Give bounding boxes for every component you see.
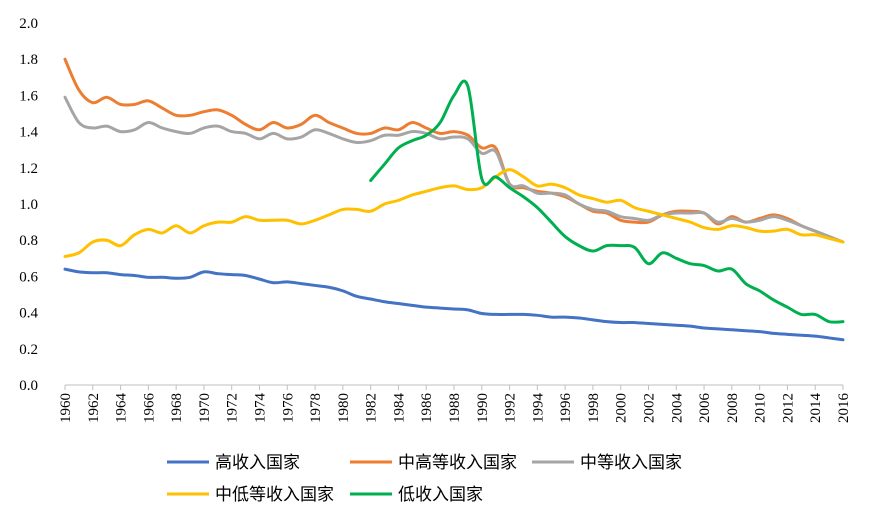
y-tick-label: 0.4 bbox=[19, 306, 38, 322]
y-tick-label: 1.8 bbox=[19, 52, 38, 68]
axes: 0.0 0.2 0.4 0.6 0.8 1.0 1.2 1.4 1.6 1.8 2.0 1960 196… bbox=[19, 16, 852, 423]
x-tick-label: 1986 bbox=[419, 393, 435, 424]
x-tick-label: 2004 bbox=[669, 393, 685, 424]
x-tick-label: 1964 bbox=[114, 393, 130, 424]
legend-label: 中低等收入国家 bbox=[215, 485, 334, 505]
x-tick-label: 2012 bbox=[780, 393, 796, 423]
x-tick-label: 2008 bbox=[725, 393, 741, 423]
x-tick-label: 1984 bbox=[391, 393, 407, 424]
series-line-3 bbox=[63, 168, 845, 258]
y-tick-label: 1.4 bbox=[19, 125, 38, 141]
series-line-2 bbox=[63, 95, 845, 244]
x-tick-label: 1988 bbox=[447, 393, 463, 423]
y-tick-label: 1.6 bbox=[19, 88, 38, 104]
x-tick-label: 2014 bbox=[808, 393, 824, 424]
x-tick-label: 1990 bbox=[475, 393, 491, 423]
x-tick-label: 1994 bbox=[530, 393, 546, 424]
x-tick-label: 2016 bbox=[836, 393, 852, 424]
x-tick-label: 2006 bbox=[697, 393, 713, 424]
x-tick-label: 1998 bbox=[586, 393, 602, 423]
x-tick-label: 2000 bbox=[614, 393, 630, 423]
legend-label: 低收入国家 bbox=[398, 485, 483, 505]
y-tick-label: 0.2 bbox=[19, 342, 38, 358]
x-tick-label: 1962 bbox=[86, 393, 102, 423]
legend-label: 高收入国家 bbox=[215, 453, 300, 473]
legend-label: 中高等收入国家 bbox=[398, 453, 517, 473]
y-tick-label: 1.0 bbox=[19, 197, 38, 213]
x-tick-label: 1968 bbox=[169, 393, 185, 423]
x-tick-label: 1974 bbox=[253, 393, 269, 424]
x-tick-label: 1970 bbox=[197, 393, 213, 423]
x-tick-label: 1960 bbox=[58, 393, 74, 423]
y-tick-label: 1.2 bbox=[19, 161, 38, 177]
series-line-0 bbox=[63, 267, 845, 342]
series-line-1 bbox=[63, 57, 845, 244]
x-tick-label: 1982 bbox=[364, 393, 380, 423]
x-tick-label: 1976 bbox=[280, 393, 296, 424]
y-tick-label: 0.6 bbox=[19, 269, 38, 285]
x-tick-label: 1978 bbox=[308, 393, 324, 423]
x-tick-label: 2010 bbox=[753, 393, 769, 423]
y-tick-label: 0.0 bbox=[19, 378, 38, 394]
series-line-4 bbox=[369, 79, 845, 324]
x-tick-label: 1992 bbox=[503, 393, 519, 423]
x-tick-label: 1996 bbox=[558, 393, 574, 424]
series-lines bbox=[63, 57, 845, 342]
y-tick-label: 2.0 bbox=[19, 16, 38, 32]
x-tick-label: 1966 bbox=[141, 393, 157, 424]
legend-label: 中等收入国家 bbox=[580, 453, 682, 473]
y-tick-label: 0.8 bbox=[19, 233, 38, 249]
x-tick-label: 1972 bbox=[225, 393, 241, 423]
x-tick-label: 2002 bbox=[642, 393, 658, 423]
x-tick-label: 1980 bbox=[336, 393, 352, 423]
